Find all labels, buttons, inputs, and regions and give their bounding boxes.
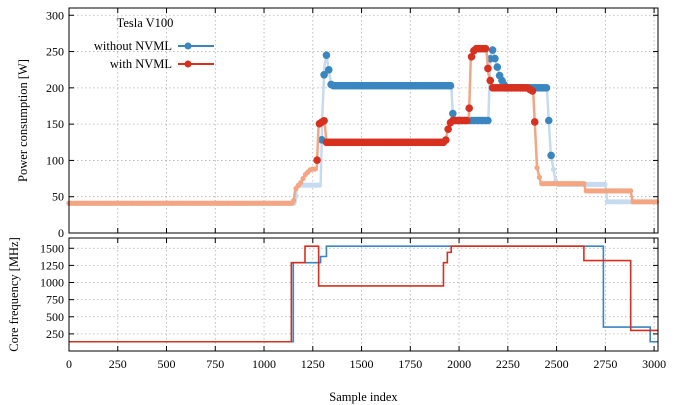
power-y-tick-label: 50 xyxy=(52,190,64,204)
x-tick-label: 1500 xyxy=(350,357,374,371)
power-point xyxy=(486,76,495,85)
power-point xyxy=(320,70,328,79)
power-point xyxy=(449,109,457,118)
legend-swatch-marker xyxy=(184,42,192,50)
frequency-y-tick-label: 1250 xyxy=(40,258,64,272)
power-point xyxy=(628,188,634,194)
power-point xyxy=(312,166,318,172)
power-point xyxy=(322,51,331,59)
power-point xyxy=(465,104,474,112)
power-line xyxy=(69,47,658,205)
x-tick-label: 2000 xyxy=(447,357,471,371)
power-point xyxy=(484,64,492,73)
power-point xyxy=(547,151,555,160)
legend-title: Tesla V100 xyxy=(117,16,174,30)
power-point xyxy=(316,182,323,188)
legend-label: without NVML xyxy=(94,39,172,53)
power-point xyxy=(484,116,492,125)
frequency-y-tick-label: 250 xyxy=(46,327,64,341)
power-point xyxy=(320,116,328,125)
frequency-y-axis-label: Core frequency [MHz] xyxy=(7,237,21,352)
power-point xyxy=(528,87,537,95)
power-point xyxy=(442,136,450,144)
power-point xyxy=(534,165,540,171)
x-tick-label: 3000 xyxy=(642,357,666,371)
frequency-y-axis-label-group: Core frequency [MHz] xyxy=(7,237,21,352)
power-point xyxy=(313,156,321,164)
power-point xyxy=(544,116,553,125)
frequency-y-tick-label: 500 xyxy=(46,310,64,324)
x-tick-label: 0 xyxy=(66,357,72,371)
power-point xyxy=(298,180,304,186)
legend-entry: without NVML xyxy=(94,39,214,53)
power-point xyxy=(300,175,306,182)
power-point xyxy=(602,181,608,187)
frequency-y-tick-label: 1500 xyxy=(40,241,64,255)
legend: Tesla V100 without NVML with NVML xyxy=(94,16,214,71)
power-point xyxy=(324,66,333,74)
x-tick-label: 1750 xyxy=(398,357,422,371)
legend-label: with NVML xyxy=(110,57,172,71)
x-axis-label: Sample index xyxy=(329,390,398,404)
power-y-tick-label: 100 xyxy=(46,153,64,167)
legend-swatch-marker xyxy=(184,60,192,68)
power-point xyxy=(467,52,476,61)
power-y-axis-label-group: Power consumption [W] xyxy=(16,59,30,182)
power-y-tick-label: 150 xyxy=(46,117,64,131)
x-tick-label: 1250 xyxy=(301,357,325,371)
power-point xyxy=(493,63,502,71)
frequency-line-with-nvml xyxy=(69,245,658,343)
power-point xyxy=(491,54,499,63)
frequency-y-tick-label: 750 xyxy=(46,293,64,307)
ticks: 0501001502002503002505007501000125015000… xyxy=(40,8,666,371)
power-point xyxy=(550,166,557,173)
x-tick-label: 250 xyxy=(109,357,127,371)
x-tick-label: 2250 xyxy=(496,357,520,371)
power-plot-frame xyxy=(68,7,659,234)
power-point xyxy=(530,118,539,126)
power-point xyxy=(542,84,551,92)
power-point xyxy=(463,116,471,125)
power-y-tick-label: 200 xyxy=(46,81,64,95)
power-plot xyxy=(66,44,660,206)
x-tick-label: 750 xyxy=(206,357,224,371)
power-line xyxy=(69,48,658,205)
power-y-tick-label: 300 xyxy=(46,8,64,22)
frequency-plot-frame xyxy=(68,237,659,352)
frequency-y-tick-label: 1000 xyxy=(40,276,64,290)
power-point xyxy=(444,125,452,134)
power-point xyxy=(291,197,297,204)
power-series-with-nvml xyxy=(66,44,660,206)
power-point xyxy=(481,44,490,53)
x-tick-label: 500 xyxy=(158,357,176,371)
power-y-tick-label: 0 xyxy=(58,226,64,240)
frequency-line-without-nvml xyxy=(69,245,658,343)
power-y-axis-label: Power consumption [W] xyxy=(16,59,30,182)
legend-entry: with NVML xyxy=(110,57,214,71)
x-tick-label: 2500 xyxy=(545,357,569,371)
x-tick-label: 2750 xyxy=(593,357,617,371)
power-point xyxy=(536,174,543,180)
power-point xyxy=(581,181,587,187)
power-y-tick-label: 250 xyxy=(46,45,64,59)
frequency-plot xyxy=(69,245,658,343)
grid xyxy=(68,8,658,351)
x-tick-label: 1000 xyxy=(252,357,276,371)
power-point xyxy=(446,81,455,90)
power-point xyxy=(488,46,497,54)
